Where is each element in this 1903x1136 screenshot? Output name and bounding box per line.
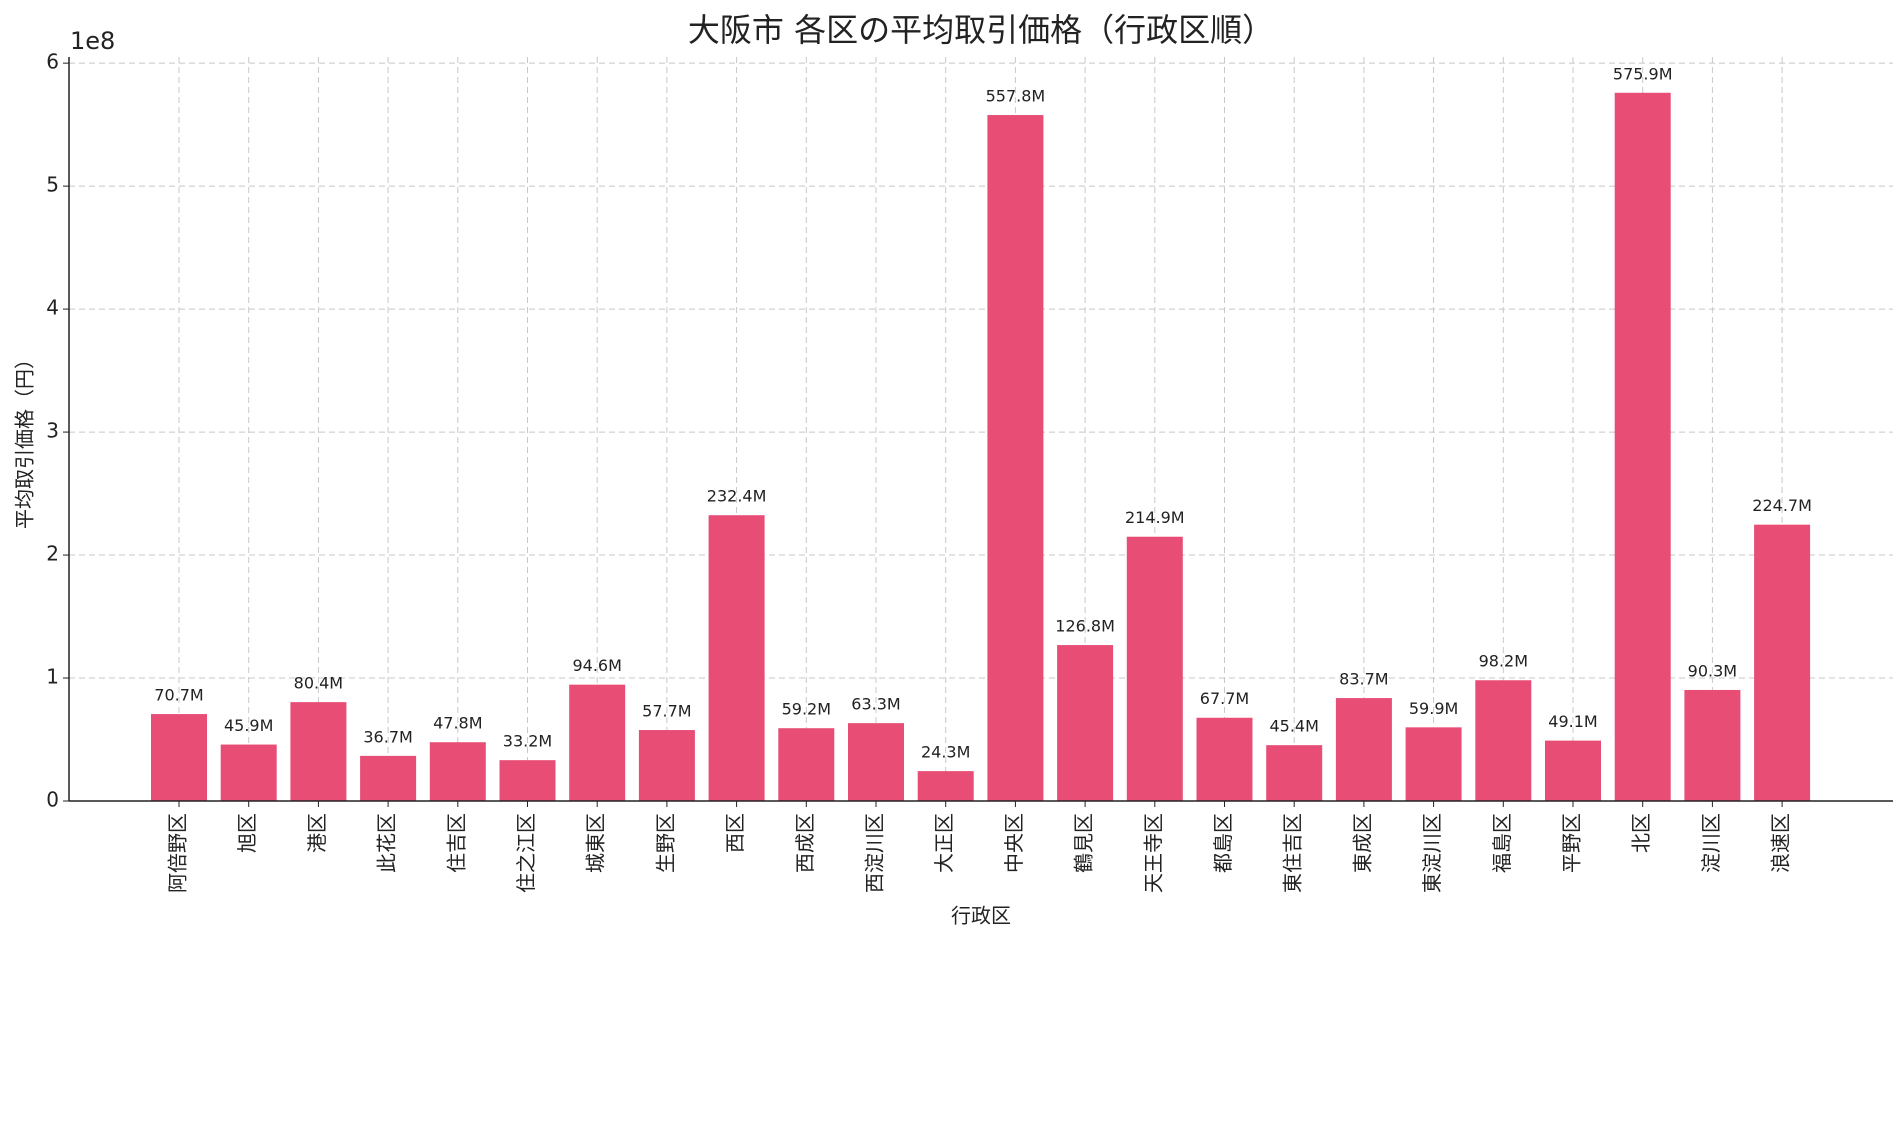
data-label: 63.3M: [851, 695, 900, 714]
data-label: 33.2M: [503, 732, 552, 751]
x-tick-label: 此花区: [375, 813, 399, 873]
x-tick-label: 天王寺区: [1141, 813, 1165, 893]
bar: [1545, 740, 1601, 801]
data-label: 59.2M: [782, 700, 831, 719]
x-tick-label: 城東区: [584, 813, 608, 873]
data-label: 214.9M: [1125, 508, 1185, 527]
data-label: 67.7M: [1200, 689, 1249, 708]
x-tick-label: 福島区: [1490, 813, 1514, 873]
bar: [290, 702, 347, 801]
y-tick-label: 6: [46, 50, 59, 74]
x-tick-label: 東住吉区: [1281, 813, 1305, 893]
x-tick-label: 旭区: [235, 813, 259, 853]
bar: [917, 771, 974, 801]
x-axis-label: 行政区: [951, 904, 1011, 928]
data-label: 70.7M: [154, 686, 203, 705]
x-tick-label: 中央区: [1002, 813, 1026, 873]
bar: [1057, 645, 1114, 801]
data-label: 94.6M: [572, 656, 621, 675]
data-label: 232.4M: [707, 487, 767, 506]
data-label: 49.1M: [1548, 712, 1597, 731]
data-label: 575.9M: [1613, 64, 1673, 83]
x-tick-label: 生野区: [653, 813, 677, 873]
y-tick-label: 0: [46, 788, 59, 812]
data-label: 45.9M: [224, 716, 273, 735]
data-label: 557.8M: [986, 87, 1046, 106]
y-tick-label: 4: [46, 296, 59, 320]
data-label: 57.7M: [642, 702, 691, 721]
data-label: 24.3M: [921, 743, 970, 762]
bar: [987, 115, 1044, 801]
data-label: 80.4M: [294, 674, 343, 693]
bar: [429, 742, 486, 801]
data-label: 90.3M: [1688, 661, 1737, 680]
x-tick-label: 北区: [1629, 813, 1653, 853]
bar: [1614, 92, 1671, 802]
x-tick-label: 西区: [723, 813, 747, 853]
x-tick-label: 住之江区: [514, 813, 538, 893]
bar: [848, 723, 904, 801]
bar: [1405, 727, 1462, 801]
x-tick-label: 西成区: [793, 813, 817, 873]
x-tick-label: 住吉区: [444, 813, 468, 873]
y-tick-label: 3: [46, 419, 59, 443]
bar: [1266, 745, 1323, 801]
data-label: 59.9M: [1409, 699, 1458, 718]
x-tick-label: 阿倍野区: [166, 813, 190, 893]
y-tick-label: 5: [46, 173, 59, 197]
x-tick-label: 鶴見区: [1072, 813, 1096, 873]
data-label: 126.8M: [1055, 617, 1115, 636]
bar: [499, 760, 556, 801]
x-tick-label: 東成区: [1350, 813, 1374, 873]
x-tick-label: 大正区: [932, 813, 956, 873]
chart-title: 大阪市 各区の平均取引価格（行政区順）: [688, 11, 1274, 49]
data-label: 45.4M: [1269, 717, 1318, 736]
bar: [360, 755, 417, 801]
x-tick-label: 都島区: [1211, 813, 1235, 873]
y-tick-label: 1: [46, 665, 59, 689]
x-tick-label: 浪速区: [1769, 813, 1793, 873]
bar: [151, 714, 207, 801]
bar: [569, 684, 626, 801]
y-tick-label: 2: [46, 542, 59, 566]
bar: [1196, 717, 1253, 801]
x-tick-label: 東淀川区: [1420, 813, 1444, 893]
data-label: 224.7M: [1752, 496, 1812, 515]
bar: [1335, 698, 1392, 801]
x-tick-label: 淀川区: [1699, 813, 1723, 873]
bar: [1684, 689, 1741, 801]
y-offset-label: 1e8: [70, 27, 115, 55]
bar: [220, 744, 277, 801]
x-tick-label: 西淀川区: [863, 813, 887, 893]
data-label: 36.7M: [363, 727, 412, 746]
x-tick-label: 港区: [305, 813, 329, 853]
data-label: 83.7M: [1339, 670, 1388, 689]
bar: [708, 515, 765, 801]
bar: [1475, 680, 1532, 801]
y-axis-label: 平均取引価格（円）: [13, 349, 37, 529]
bar: [778, 728, 835, 801]
bar: [1126, 536, 1183, 801]
x-tick-label: 平野区: [1560, 813, 1584, 873]
bar: [1754, 524, 1811, 801]
data-label: 47.8M: [433, 714, 482, 733]
data-label: 98.2M: [1479, 652, 1528, 671]
bar: [638, 730, 695, 801]
